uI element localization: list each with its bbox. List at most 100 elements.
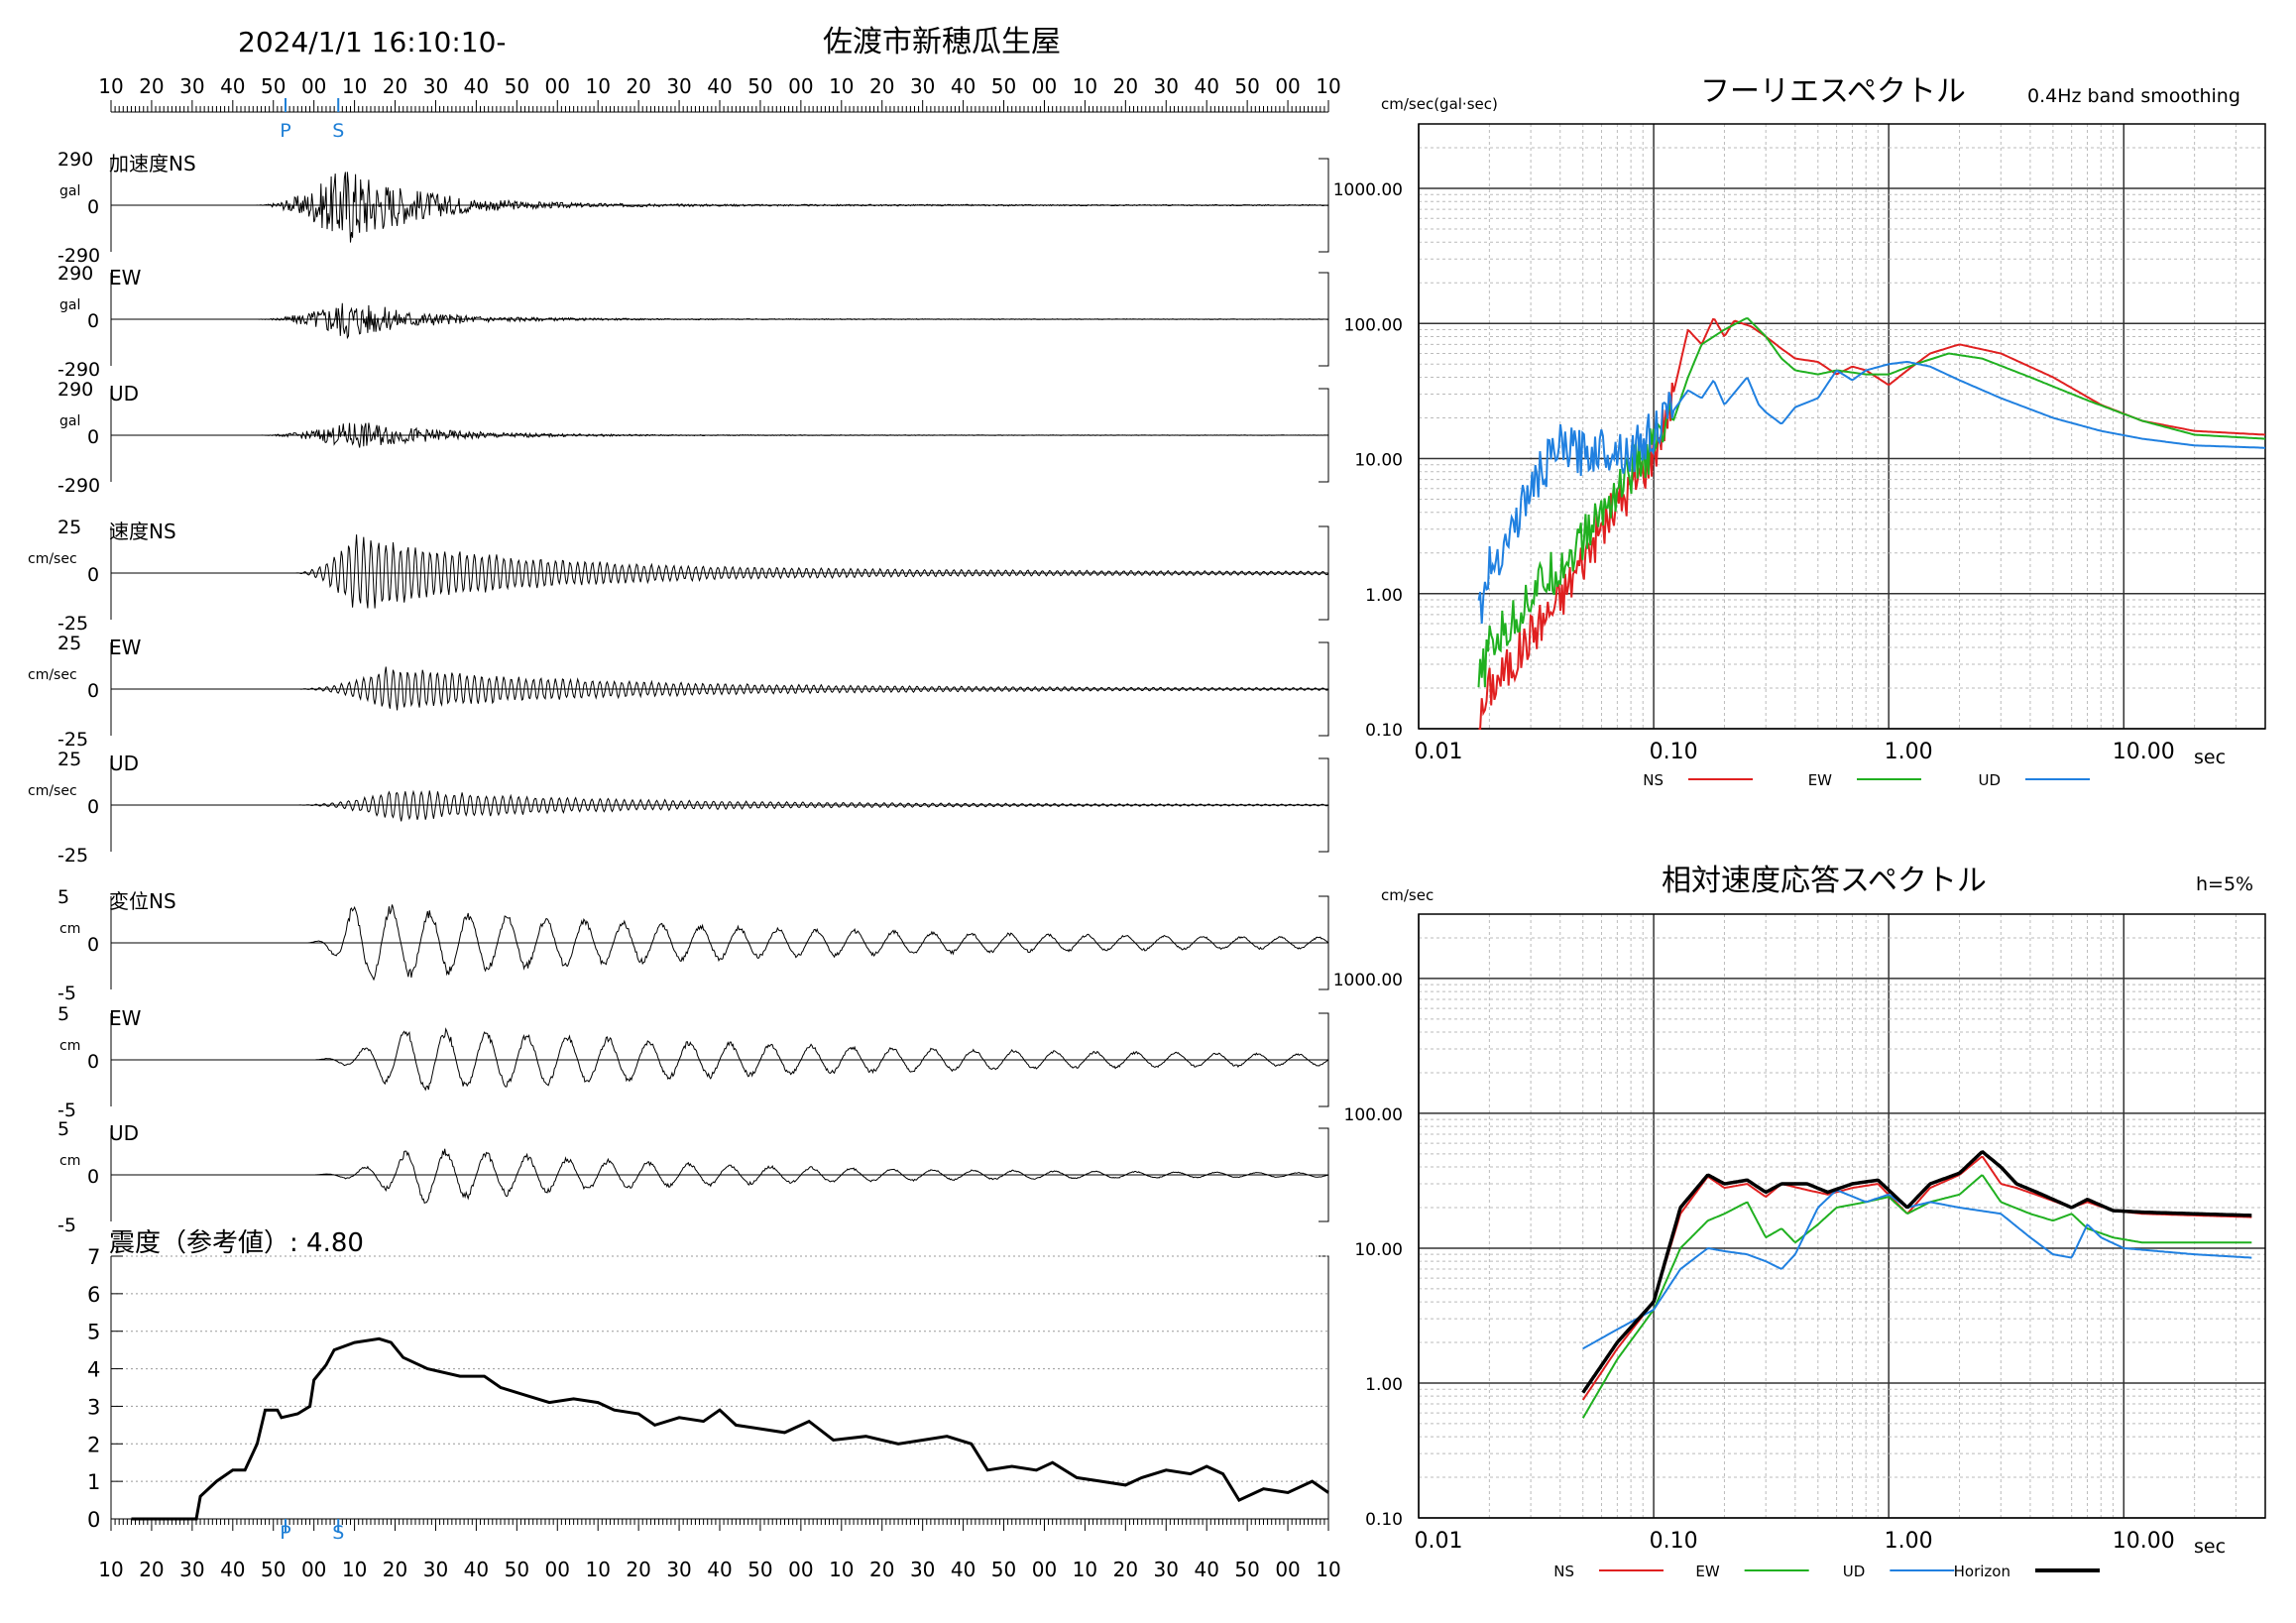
time-tick-label: 40 [220, 1558, 245, 1581]
intensity-tick-label: 5 [87, 1321, 100, 1344]
time-tick-label: 00 [1275, 1558, 1300, 1581]
spectrum-y-tick-label: 1000.00 [1333, 180, 1403, 200]
time-tick-label: 30 [910, 74, 935, 98]
waveform-trace [111, 1027, 1329, 1092]
s-marker-label: S [332, 1522, 344, 1544]
waveform-panel: 加速度NS 290 0 -290 gal [57, 149, 1329, 267]
waveform-trace [111, 172, 1328, 243]
panel-ymin-label: -290 [57, 475, 100, 497]
spectrum-x-tick-label: 10.00 [2113, 740, 2175, 764]
spectrum-series-line [1581, 1150, 2252, 1394]
panel-ymin-label: -25 [57, 613, 88, 635]
time-tick-label: 50 [505, 74, 529, 98]
panel-ymax-label: 290 [57, 149, 93, 171]
spectrum-subtitle: 0.4Hz band smoothing [2027, 85, 2240, 107]
time-tick-label: 10 [1316, 74, 1340, 98]
time-tick-label: 30 [423, 1558, 448, 1581]
intensity-right-bracket [1319, 1255, 1329, 1519]
panel-yzero-label: 0 [87, 934, 99, 956]
time-tick-label: 40 [1194, 1558, 1218, 1581]
spectrum-y-tick-label: 1.00 [1365, 586, 1403, 606]
intensity-chart: 7 6 5 4 3 2 1 0 [87, 1245, 1329, 1532]
time-tick-label: 00 [1032, 1558, 1057, 1581]
spectrum-y-tick-label: 1.00 [1365, 1375, 1403, 1395]
response-spectrum-chart: 相対速度応答スペクトル h=5% cm/sec 0.01 0.10 1.00 10.00 0.… [1333, 864, 2266, 1580]
time-tick-label: 20 [869, 74, 894, 98]
spectrum-y-tick-label: 1000.00 [1333, 971, 1403, 990]
s-marker-label: S [332, 120, 344, 142]
legend-label: NS [1643, 771, 1664, 789]
time-tick-label: 50 [991, 74, 1016, 98]
panel-ymin-label: -5 [57, 1100, 76, 1121]
panel-unit-label: gal [59, 183, 80, 199]
spectrum-series-line [1581, 1174, 2252, 1419]
spectrum-series-line [1477, 317, 2266, 688]
time-tick-label: 40 [1194, 74, 1218, 98]
spectrum-ylabel: cm/sec [1381, 886, 1434, 904]
time-tick-label: 50 [991, 1558, 1016, 1581]
panel-yzero-label: 0 [87, 310, 99, 332]
waveform-panel: 変位NS 5 0 -5 cm [57, 886, 1329, 1004]
panel-label: 変位NS [109, 889, 176, 913]
waveform-trace [111, 904, 1329, 982]
panel-unit-label: cm [59, 1153, 80, 1169]
time-tick-label: 20 [1113, 74, 1138, 98]
panel-label: UD [109, 382, 139, 406]
waveform-trace [111, 666, 1329, 711]
panel-label: EW [109, 636, 142, 659]
waveform-trace [111, 789, 1329, 822]
time-tick-label: 10 [98, 1558, 123, 1581]
spectrum-y-tick-label: 100.00 [1344, 1105, 1403, 1125]
spectrum-frame [1418, 123, 2266, 730]
panel-unit-label: gal [59, 413, 80, 429]
waveform-panel: 速度NS 25 0 -25 cm/sec [28, 517, 1329, 635]
panel-label: EW [109, 266, 142, 290]
fourier-spectrum-chart: フーリエスペクトル 0.4Hz band smoothing cm/sec(gal·… [1333, 74, 2266, 789]
time-tick-label: 30 [666, 74, 691, 98]
waveform-panel: EW 290 0 -290 gal [57, 263, 1329, 381]
time-tick-label: 40 [707, 74, 732, 98]
spectrum-ylabel: cm/sec(gal·sec) [1381, 95, 1498, 113]
spectrum-series-line [1478, 317, 2266, 730]
panel-label: 速度NS [109, 520, 176, 543]
spectrum-xlabel: sec [2194, 1536, 2226, 1558]
time-tick-label: 20 [139, 74, 164, 98]
spectrum-y-tick-label: 0.10 [1365, 1510, 1403, 1530]
time-tick-label: 40 [464, 1558, 489, 1581]
waveform-panel: UD 290 0 -290 gal [57, 379, 1329, 497]
spectrum-x-tick-label: 0.01 [1415, 1529, 1463, 1554]
panel-unit-label: cm/sec [28, 667, 77, 683]
spectrum-x-tick-label: 1.00 [1885, 740, 1933, 764]
intensity-tick-label: 0 [87, 1508, 100, 1532]
panel-ymin-label: -25 [57, 729, 88, 751]
intensity-tick-label: 7 [87, 1245, 100, 1269]
time-tick-label: 00 [1032, 74, 1057, 98]
intensity-tick-label: 3 [87, 1395, 100, 1419]
panel-ymin-label: -290 [57, 245, 100, 267]
time-tick-label: 30 [666, 1558, 691, 1581]
panel-ymin-label: -290 [57, 359, 100, 381]
time-axis-top: 10 20 30 40 50 00 10 20 30 40 50 00 10 20 30 40 50 00 10 20… [98, 74, 1340, 142]
panel-ymax-label: 5 [57, 1003, 69, 1025]
spectrum-series-line [1477, 360, 2265, 625]
time-tick-label: 30 [1154, 74, 1179, 98]
spectrum-y-tick-label: 10.00 [1354, 1240, 1403, 1260]
legend-label: UD [1978, 771, 2001, 789]
spectrum-x-tick-label: 10.00 [2113, 1529, 2175, 1554]
time-tick-label: 30 [179, 1558, 204, 1581]
panel-ymin-label: -5 [57, 1215, 76, 1236]
waveform-panel: UD 5 0 -5 cm [57, 1118, 1329, 1236]
panel-ymin-label: -25 [57, 845, 88, 867]
spectrum-x-tick-label: 0.10 [1650, 1529, 1698, 1554]
time-tick-label: 30 [423, 74, 448, 98]
time-tick-label: 10 [98, 74, 123, 98]
legend-label: EW [1808, 771, 1832, 789]
time-tick-label: 10 [829, 74, 854, 98]
intensity-tick-label: 1 [87, 1470, 100, 1494]
panel-unit-label: gal [59, 297, 80, 313]
waveform-trace [111, 1148, 1329, 1205]
waveform-panels: 加速度NS 290 0 -290 gal EW 290 0 -290 gal UD 290 0 -290 g… [28, 149, 1329, 1236]
panel-unit-label: cm/sec [28, 783, 77, 799]
spectrum-x-tick-label: 0.01 [1415, 740, 1463, 764]
intensity-tick-label: 2 [87, 1433, 100, 1456]
